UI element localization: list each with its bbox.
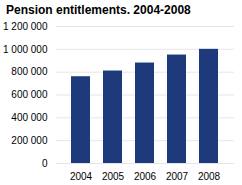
svg-text:2007: 2007 — [166, 171, 189, 182]
svg-text:1 200 000: 1 200 000 — [3, 21, 48, 32]
svg-text:600 000: 600 000 — [11, 89, 48, 100]
svg-text:2004: 2004 — [70, 171, 93, 182]
svg-text:2008: 2008 — [198, 171, 221, 182]
svg-text:400 000: 400 000 — [11, 112, 48, 123]
svg-text:2006: 2006 — [134, 171, 157, 182]
svg-text:800 000: 800 000 — [11, 66, 48, 77]
html-text:Pension entitlements. 2004-200: Pension entitlements. 2004-2008 — [6, 3, 191, 17]
svg-text:1 000 000: 1 000 000 — [3, 44, 48, 55]
svg-text:0: 0 — [42, 158, 48, 169]
svg-text:2005: 2005 — [102, 171, 125, 182]
svg-text:200 000: 200 000 — [11, 135, 48, 146]
